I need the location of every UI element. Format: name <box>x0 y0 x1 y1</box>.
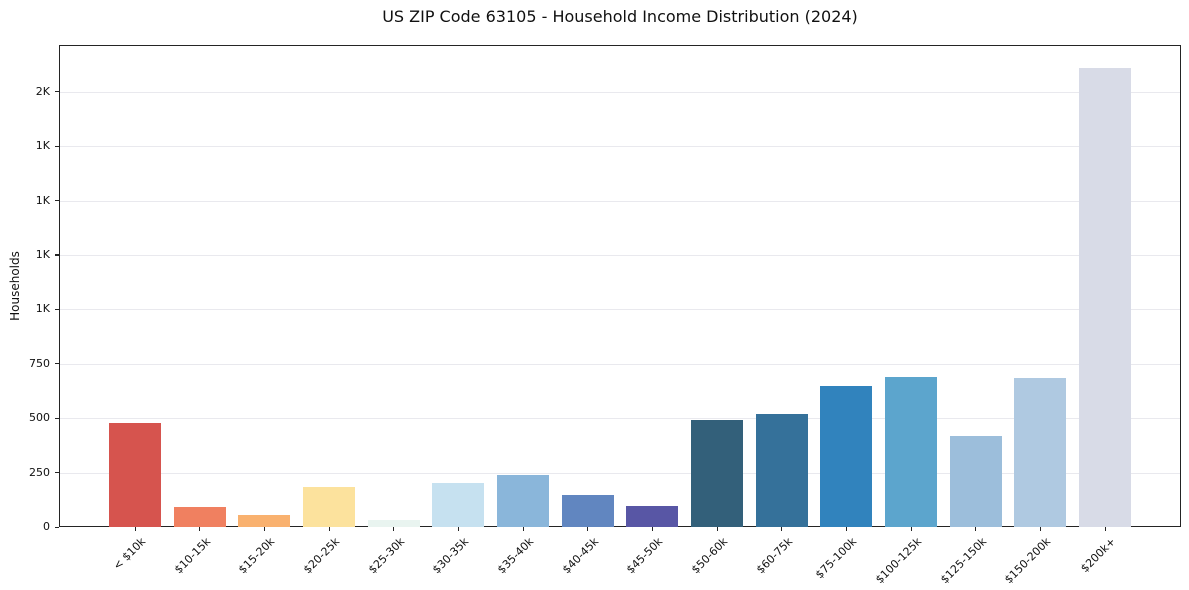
x-tick-label: < $10k <box>110 535 149 573</box>
y-tick-mark <box>55 91 59 93</box>
y-tick-label: 500 <box>29 411 50 425</box>
y-tick-mark <box>55 472 59 474</box>
x-tick-mark <box>845 527 848 531</box>
y-tick-mark <box>55 308 59 311</box>
x-tick-mark <box>1104 527 1106 531</box>
x-tick-mark <box>1039 527 1042 531</box>
x-tick-label: $100-125k <box>873 535 925 587</box>
bar-15-20k <box>238 514 291 527</box>
bar-75-100k <box>820 386 873 527</box>
bar-100-125k <box>885 376 937 527</box>
x-tick-mark <box>134 527 136 531</box>
bar-35-40k <box>497 474 549 527</box>
gridline <box>60 363 1180 365</box>
bar-200k <box>1079 67 1131 527</box>
y-tick-label: 1K <box>35 139 50 153</box>
y-tick-mark <box>55 254 59 256</box>
x-tick-mark <box>910 527 912 531</box>
bar-30-35k <box>432 483 485 527</box>
bar-60-75k <box>755 413 808 527</box>
x-tick-label: $30-35k <box>430 535 472 577</box>
x-tick-mark <box>716 527 718 531</box>
x-tick-label: $50-60k <box>688 535 731 577</box>
bar-125-150k <box>949 435 1002 527</box>
x-tick-label: $10-15k <box>171 535 213 577</box>
x-tick-label: $45-50k <box>624 535 666 577</box>
x-tick-mark <box>587 527 589 531</box>
x-tick-mark <box>199 527 201 531</box>
plot-area <box>59 45 1181 527</box>
gridline <box>60 146 1180 148</box>
gridline <box>60 91 1180 93</box>
x-tick-mark <box>522 527 524 531</box>
x-tick-mark <box>393 527 395 531</box>
x-tick-mark <box>975 527 977 531</box>
x-tick-label: $60-75k <box>753 535 795 577</box>
y-tick-label: 0 <box>43 520 50 533</box>
y-tick-label: 1K <box>35 302 50 316</box>
x-tick-label: $125-150k <box>937 535 989 587</box>
bar-45-50k <box>626 505 679 527</box>
x-tick-label: $40-45k <box>559 535 601 577</box>
x-tick-mark <box>781 527 783 531</box>
y-tick-mark <box>55 200 59 202</box>
y-tick-mark <box>55 363 59 365</box>
bar-25-30k <box>367 520 420 527</box>
gridline <box>60 418 1180 420</box>
x-tick-label: $75-100k <box>813 535 860 582</box>
bar-40-45k <box>561 494 614 527</box>
chart-title: US ZIP Code 63105 - Household Income Dis… <box>382 7 858 26</box>
y-tick-label: 1K <box>35 193 50 207</box>
y-tick-label: 250 <box>29 465 50 479</box>
x-tick-label: $200k+ <box>1078 535 1119 576</box>
y-tick-label: 1K <box>35 247 50 261</box>
gridline <box>60 200 1180 202</box>
y-tick-mark <box>55 417 59 419</box>
gridline <box>60 309 1180 311</box>
y-tick-label: 2K <box>35 84 50 98</box>
y-tick-label: 750 <box>29 356 50 370</box>
x-tick-mark <box>263 527 266 531</box>
y-tick-mark <box>55 526 59 528</box>
bar-10-15k <box>173 506 226 527</box>
bar-20-25k <box>303 486 355 527</box>
gridline <box>60 254 1180 256</box>
x-tick-label: $150-200k <box>1002 535 1054 587</box>
bar-50-60k <box>691 419 743 527</box>
gridline <box>60 472 1180 474</box>
x-tick-label: $20-25k <box>300 535 343 577</box>
x-tick-mark <box>328 527 330 531</box>
bar-150-200k <box>1014 377 1067 527</box>
x-tick-label: $25-30k <box>365 535 407 577</box>
x-tick-label: $15-20k <box>236 535 278 577</box>
x-tick-mark <box>651 527 654 531</box>
y-tick-mark <box>55 145 59 147</box>
x-tick-mark <box>457 527 460 531</box>
x-tick-label: $35-40k <box>494 535 537 577</box>
bar-10k <box>109 423 161 527</box>
